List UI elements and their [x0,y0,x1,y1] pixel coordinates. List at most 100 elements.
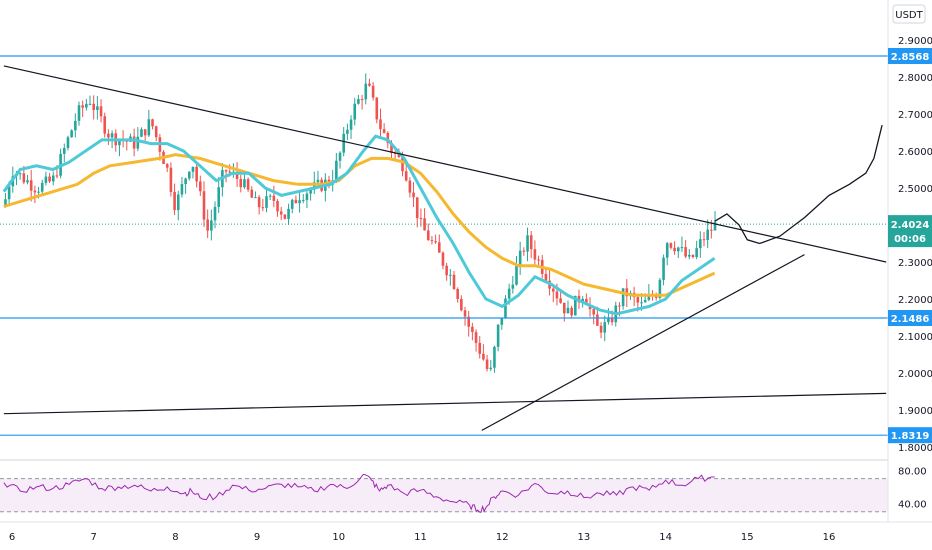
candle-body [537,259,540,261]
candle-body [562,302,566,314]
main-plot-area[interactable] [0,55,888,461]
y-tick-label: 2.8000 [898,73,932,84]
candle-body [110,133,114,138]
y-tick-label: 1.8000 [898,443,932,454]
candle-body [195,166,198,182]
candle-body [154,126,158,138]
candle-body [676,247,680,252]
candle-body [441,252,445,266]
candle-body [81,105,84,108]
x-tick-label: 6 [9,532,15,543]
candle-body [390,142,393,153]
candle-body [426,230,430,241]
candle-body [143,129,147,136]
candle-body [699,239,702,249]
candle-body [382,129,386,133]
candle-body [625,288,629,297]
candle-body [18,173,22,175]
candle-body [415,197,419,219]
candle-body [176,194,180,211]
candle-body [37,191,40,193]
candle-body [643,299,647,303]
candle-body [662,257,665,280]
y-tick-label: 2.5000 [898,184,932,195]
candle-body [283,214,287,219]
ema-slow-line [3,153,716,297]
candle-body [555,291,559,299]
candle-body [713,221,717,231]
candle-body [640,302,643,304]
countdown-label: 00:06 [894,234,926,245]
candle-body [66,137,70,148]
candle-body [379,119,382,130]
x-tick-label: 16 [823,532,836,543]
candle-body [368,83,371,86]
candle-body [445,265,448,276]
rsi-pane[interactable] [0,473,888,513]
candle-body [489,367,493,369]
candle-body [463,310,467,317]
y-tick-label: 2.6000 [898,147,932,158]
candle-body [29,180,33,191]
rsi-line [3,473,715,513]
candle-body [654,296,658,298]
candle-body [77,105,81,121]
candle-body [40,182,44,192]
candle-body [44,176,48,183]
candle-body [239,178,243,188]
current-price-badge [888,215,932,248]
candle-body [257,197,261,208]
candle-body [74,120,77,131]
candle-body [695,248,698,258]
candle-body [312,182,316,190]
candle-body [529,235,533,250]
currency-box [892,4,926,24]
candle-body [107,133,110,138]
y-tick-label: 2.9000 [898,36,932,47]
price-axis[interactable]: USDT2.90002.80002.70002.60002.50002.4000… [887,0,932,522]
candle-body [496,324,500,347]
candle-body [452,274,456,289]
candle-body [710,229,713,231]
rsi-band [0,478,888,512]
candle-body [404,171,408,181]
candle-body [493,346,496,368]
candle-body [364,83,368,100]
candle-body [456,288,459,299]
candle-body [243,179,246,188]
candle-body [254,197,257,199]
candle-body [551,288,555,292]
candle-body [301,199,305,201]
candle-body [526,235,529,252]
candle-body [574,295,577,316]
candle-body [522,250,526,252]
candle-body [276,200,279,212]
x-tick-label: 8 [172,532,178,543]
candle-body [92,103,95,110]
candle-body [423,218,426,231]
candle-body [467,316,471,327]
candle-body [103,116,107,134]
candle-body [485,359,489,369]
level-price-label: 2.8568 [891,52,930,63]
candle-body [673,247,676,252]
candle-body [206,219,209,231]
candle-body [511,284,515,289]
candle-body [187,171,191,179]
candle-body [515,264,518,285]
candle-body [272,195,276,201]
candle-body [22,173,26,183]
candle-body [279,211,283,215]
candle-body [191,166,195,172]
candle-body [500,318,504,325]
candle-body [449,274,452,276]
candle-body [669,243,673,248]
candle-body [702,239,706,241]
candle-body [437,242,441,253]
candle-body [99,106,103,117]
candle-body [419,218,423,220]
candle-body [305,193,309,200]
candle-body [147,119,151,136]
time-axis[interactable]: 6 7 8 9 10 11 12 13 14 15 16 [0,521,932,543]
